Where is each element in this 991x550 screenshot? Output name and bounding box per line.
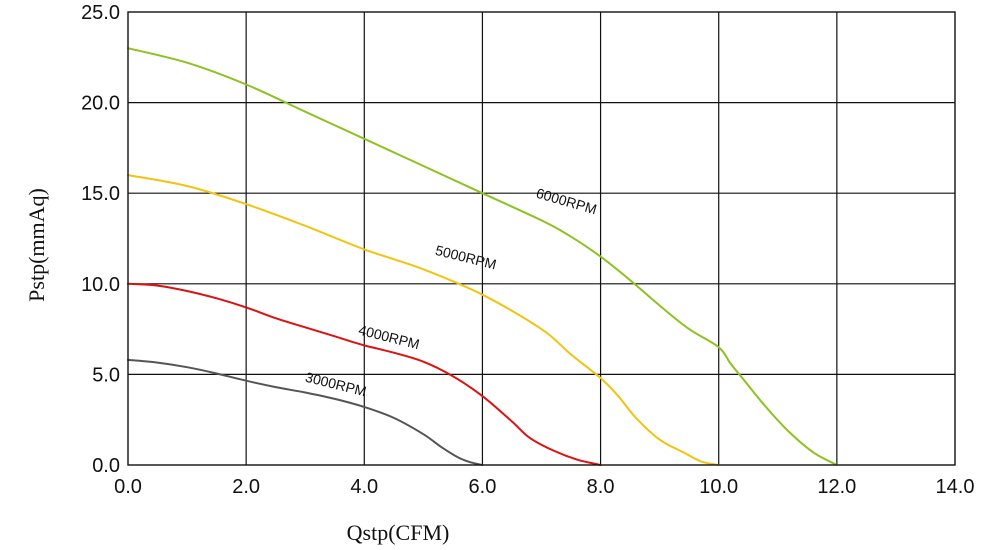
x-tick-labels: 0.0 2.0 4.0 6.0 8.0 10.0 12.0 14.0 [114, 476, 974, 498]
curve-label: 6000RPM [534, 185, 598, 218]
x-tick-label: 12.0 [817, 476, 856, 498]
x-tick-label: 10.0 [699, 476, 738, 498]
series-line-3000rpm [127, 358, 484, 466]
curve-label: 4000RPM [357, 322, 421, 353]
curve-label: 5000RPM [434, 242, 498, 273]
y-tick-label: 15.0 [81, 183, 120, 205]
y-tick-label: 0.0 [92, 455, 120, 477]
series-lines [127, 47, 838, 466]
y-axis-title: Pstp(mmAq) [24, 188, 49, 302]
x-tick-label: 0.0 [114, 476, 142, 498]
x-tick-label: 14.0 [936, 476, 975, 498]
y-tick-label: 10.0 [81, 274, 120, 296]
plot-frame [127, 11, 956, 466]
x-axis-title: Qstp(CFM) [347, 520, 450, 545]
y-tick-labels: 0.0 5.0 10.0 15.0 20.0 25.0 [81, 2, 120, 477]
y-tick-label: 25.0 [81, 2, 120, 24]
series-line-4000rpm [127, 282, 602, 466]
x-tick-label: 2.0 [232, 476, 260, 498]
y-tick-label: 5.0 [92, 364, 120, 386]
grid [128, 12, 955, 465]
x-tick-label: 6.0 [469, 476, 497, 498]
y-tick-label: 20.0 [81, 93, 120, 115]
x-tick-label: 8.0 [587, 476, 615, 498]
series-line-6000rpm [127, 47, 838, 466]
x-tick-label: 4.0 [350, 476, 378, 498]
series-line-5000rpm [127, 174, 720, 466]
